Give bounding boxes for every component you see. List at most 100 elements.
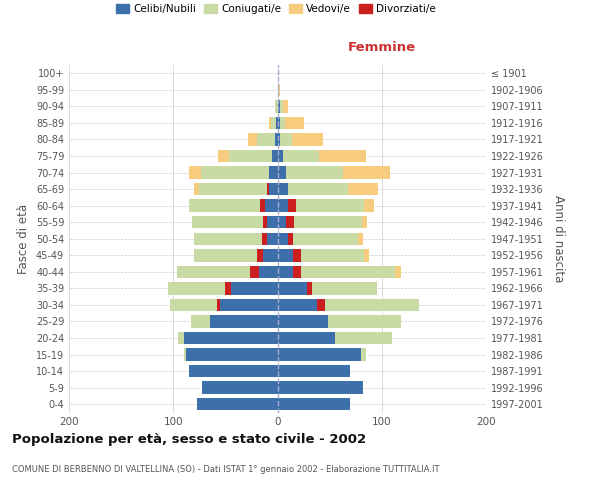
Bar [361, 348, 366, 361]
Bar [269, 183, 277, 196]
Bar [269, 166, 277, 179]
Bar [277, 266, 293, 278]
Bar [317, 298, 325, 311]
Bar [220, 298, 277, 311]
Bar [229, 150, 272, 162]
Bar [277, 183, 288, 196]
Bar [307, 282, 312, 294]
Bar [262, 232, 267, 245]
Bar [277, 282, 307, 294]
Bar [271, 116, 277, 129]
Bar [280, 100, 283, 112]
Bar [328, 316, 401, 328]
Bar [226, 282, 230, 294]
Bar [189, 166, 202, 179]
Bar [191, 316, 210, 328]
Bar [170, 298, 217, 311]
Bar [288, 183, 349, 196]
Bar [257, 249, 263, 262]
Bar [286, 166, 343, 179]
Bar [277, 365, 350, 378]
Bar [194, 249, 257, 262]
Bar [184, 332, 277, 344]
Bar [362, 216, 367, 228]
Bar [265, 200, 277, 212]
Bar [178, 266, 250, 278]
Bar [267, 183, 269, 196]
Bar [263, 216, 267, 228]
Bar [325, 298, 419, 311]
Bar [293, 266, 301, 278]
Bar [189, 200, 260, 212]
Bar [275, 100, 277, 112]
Bar [259, 266, 277, 278]
Bar [272, 150, 277, 162]
Bar [217, 298, 220, 311]
Bar [364, 249, 369, 262]
Bar [218, 150, 229, 162]
Bar [277, 216, 286, 228]
Bar [301, 266, 395, 278]
Bar [168, 282, 226, 294]
Bar [292, 134, 323, 145]
Bar [277, 398, 350, 410]
Bar [248, 134, 257, 145]
Bar [257, 134, 275, 145]
Bar [267, 216, 277, 228]
Bar [294, 216, 362, 228]
Bar [349, 183, 377, 196]
Text: COMUNE DI BERBENNO DI VALTELLINA (SO) - Dati ISTAT 1° gennaio 2002 - Elaborazion: COMUNE DI BERBENNO DI VALTELLINA (SO) - … [12, 466, 439, 474]
Bar [285, 116, 304, 129]
Bar [301, 249, 364, 262]
Bar [277, 166, 286, 179]
Bar [202, 166, 269, 179]
Bar [286, 216, 294, 228]
Bar [267, 232, 277, 245]
Text: Femmine: Femmine [347, 41, 416, 54]
Bar [194, 183, 199, 196]
Bar [312, 282, 377, 294]
Bar [277, 100, 280, 112]
Bar [364, 200, 374, 212]
Bar [194, 232, 262, 245]
Bar [178, 332, 184, 344]
Bar [343, 166, 390, 179]
Bar [202, 382, 277, 394]
Bar [280, 116, 285, 129]
Bar [395, 266, 401, 278]
Bar [277, 200, 288, 212]
Bar [283, 100, 288, 112]
Bar [277, 150, 283, 162]
Bar [263, 249, 277, 262]
Bar [197, 398, 277, 410]
Bar [277, 332, 335, 344]
Bar [260, 200, 265, 212]
Text: Popolazione per età, sesso e stato civile - 2002: Popolazione per età, sesso e stato civil… [12, 432, 366, 446]
Bar [278, 84, 280, 96]
Y-axis label: Fasce di età: Fasce di età [17, 204, 30, 274]
Bar [277, 116, 280, 129]
Bar [192, 216, 263, 228]
Legend: Celibi/Nubili, Coniugati/e, Vedovi/e, Divorziati/e: Celibi/Nubili, Coniugati/e, Vedovi/e, Di… [112, 0, 440, 18]
Bar [230, 282, 277, 294]
Bar [210, 316, 277, 328]
Bar [296, 200, 364, 212]
Bar [269, 116, 271, 129]
Bar [275, 134, 277, 145]
Bar [184, 348, 186, 361]
Bar [335, 332, 392, 344]
Bar [277, 84, 278, 96]
Bar [199, 183, 267, 196]
Bar [189, 365, 277, 378]
Bar [288, 232, 293, 245]
Bar [277, 232, 288, 245]
Bar [288, 200, 296, 212]
Bar [358, 232, 363, 245]
Bar [277, 249, 293, 262]
Bar [277, 134, 280, 145]
Bar [319, 150, 366, 162]
Bar [186, 348, 277, 361]
Bar [277, 298, 317, 311]
Bar [250, 266, 259, 278]
Bar [277, 382, 363, 394]
